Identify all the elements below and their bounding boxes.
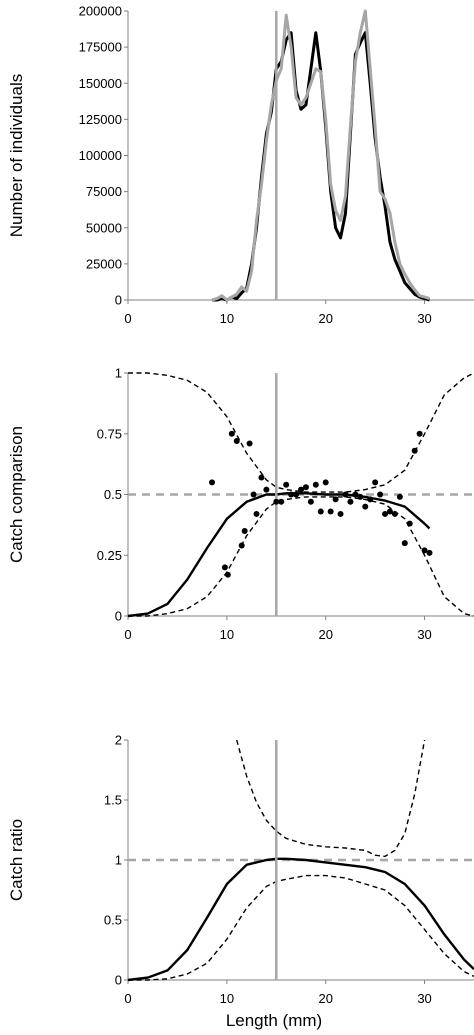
data-point (317, 508, 324, 515)
y-tick-label: 75000 (86, 184, 122, 199)
data-point (288, 491, 295, 498)
y-axis-label: Catch ratio (7, 819, 26, 901)
x-tick-label: 30 (417, 991, 431, 1006)
data-point (263, 486, 270, 493)
y-tick-label: 0 (115, 609, 122, 624)
x-tick-label: 0 (124, 991, 131, 1006)
x-tick-label: 10 (220, 627, 234, 642)
y-tick-label: 0.5 (104, 487, 122, 502)
x-tick-label: 30 (417, 627, 431, 642)
series-line-0 (127, 492, 431, 618)
data-point (278, 498, 285, 505)
x-axis-label: Length (mm) (226, 1011, 322, 1030)
data-point (406, 520, 413, 527)
data-point (426, 549, 433, 556)
y-tick-label: 0.25 (97, 548, 122, 563)
x-tick-label: 20 (318, 991, 332, 1006)
data-point (246, 440, 253, 447)
y-tick-label: 0 (115, 973, 122, 988)
x-tick-label: 20 (318, 311, 332, 326)
data-point (327, 508, 334, 515)
data-point (233, 438, 240, 445)
confidence-band-line-1 (128, 496, 474, 617)
data-point (342, 491, 349, 498)
y-tick-label: 200000 (79, 4, 122, 19)
y-tick-label: 175000 (79, 40, 122, 55)
data-point (386, 508, 393, 515)
data-point (401, 540, 408, 547)
data-point (391, 510, 398, 517)
data-point (377, 491, 384, 498)
data-point (337, 510, 344, 517)
y-tick-label: 50000 (86, 220, 122, 235)
data-point (411, 447, 418, 454)
data-point (224, 571, 231, 578)
series-line-0 (127, 857, 474, 982)
y-tick-label: 100000 (79, 148, 122, 163)
data-point (332, 496, 339, 503)
confidence-band-line-1 (128, 874, 474, 981)
data-point (372, 479, 379, 486)
x-tick-label: 20 (318, 627, 332, 642)
data-point (367, 496, 374, 503)
data-point (238, 542, 245, 549)
y-tick-label: 1 (115, 366, 122, 381)
x-tick-label: 30 (417, 311, 431, 326)
x-tick-label: 10 (220, 311, 234, 326)
data-point (362, 503, 369, 510)
y-tick-label: 2 (115, 733, 122, 748)
data-point (352, 491, 359, 498)
y-tick-label: 150000 (79, 76, 122, 91)
data-point (273, 498, 280, 505)
data-point (416, 430, 423, 437)
series-line-1 (211, 9, 430, 302)
data-point (421, 547, 428, 554)
data-point (221, 564, 228, 571)
y-tick-label: 0.75 (97, 426, 122, 441)
x-tick-label: 0 (124, 627, 131, 642)
data-point (283, 481, 290, 488)
y-tick-label: 125000 (79, 112, 122, 127)
data-point (302, 484, 309, 491)
confidence-band-line-2 (128, 372, 474, 493)
data-point (209, 479, 216, 486)
data-point (312, 481, 319, 488)
y-tick-label: 0 (115, 293, 122, 308)
y-axis-label: Number of individuals (7, 74, 26, 237)
y-tick-label: 1.5 (104, 793, 122, 808)
x-tick-label: 0 (124, 311, 131, 326)
confidence-band-line-2 (236, 739, 426, 858)
data-point (228, 430, 235, 437)
data-point (307, 498, 314, 505)
y-tick-label: 1 (115, 853, 122, 868)
data-point (357, 493, 364, 500)
data-point (382, 510, 389, 517)
panel-number-of-individuals: 0 25000 50000 75000 100000 125000 150000 175000… (7, 4, 474, 326)
data-point (396, 493, 403, 500)
data-point (322, 479, 329, 486)
y-tick-label: 25000 (86, 256, 122, 271)
y-axis-label: Catch comparison (7, 426, 26, 563)
data-point (298, 486, 304, 493)
data-point (250, 491, 257, 498)
data-point (253, 510, 260, 517)
data-point (258, 474, 265, 481)
x-tick-label: 10 (220, 991, 234, 1006)
data-point (347, 498, 354, 505)
data-point (241, 527, 248, 534)
data-point (293, 491, 300, 498)
y-tick-label: 0.5 (104, 913, 122, 928)
